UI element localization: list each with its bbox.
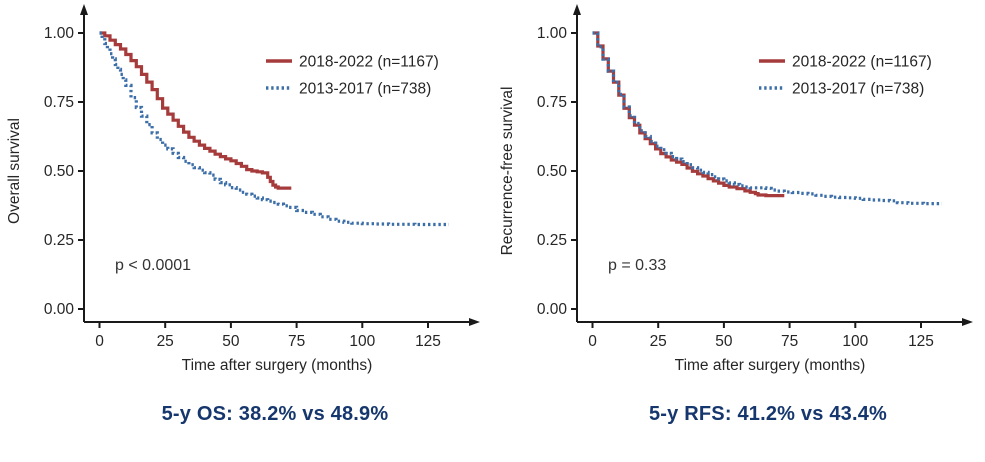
x-axis-label: Time after surgery (months) xyxy=(675,357,866,374)
svg-text:0.50: 0.50 xyxy=(44,163,75,180)
svg-text:1.00: 1.00 xyxy=(537,25,568,42)
legend-label: 2013-2017 (n=738) xyxy=(792,81,924,98)
svg-text:75: 75 xyxy=(288,333,305,350)
svg-text:0.00: 0.00 xyxy=(44,301,75,318)
svg-text:25: 25 xyxy=(157,333,174,350)
km-curve xyxy=(592,31,785,198)
svg-text:0.25: 0.25 xyxy=(537,232,567,249)
svg-text:75: 75 xyxy=(781,333,798,350)
svg-text:0.50: 0.50 xyxy=(537,163,568,180)
svg-text:0.75: 0.75 xyxy=(537,94,567,111)
svg-text:50: 50 xyxy=(222,333,240,350)
recurrence-free-survival-plot: 0.00 0.25 0.50 0.75 1.00 0 25 50 75 100 125 Time af… xyxy=(499,4,973,374)
y-axis-label: Recurrence-free survival xyxy=(499,87,516,256)
svg-text:25: 25 xyxy=(650,333,667,350)
overall-survival-panel: 0.00 0.25 0.50 0.75 1.00 0 25 50 75 100 125 Time af… xyxy=(6,4,480,425)
p-value-label: p = 0.33 xyxy=(608,257,666,274)
p-value-label: p < 0.0001 xyxy=(115,257,191,274)
svg-text:0.75: 0.75 xyxy=(44,94,74,111)
legend-label: 2018-2022 (n=1167) xyxy=(299,54,439,71)
svg-text:1.00: 1.00 xyxy=(44,25,75,42)
svg-text:100: 100 xyxy=(349,333,375,350)
x-axis-label: Time after surgery (months) xyxy=(182,357,373,374)
km-curve xyxy=(99,31,449,227)
legend-label: 2013-2017 (n=738) xyxy=(299,81,431,98)
recurrence-free-survival-panel: 0.00 0.25 0.50 0.75 1.00 0 25 50 75 100 125 Time af… xyxy=(493,0,985,462)
svg-text:125: 125 xyxy=(908,333,934,350)
svg-text:100: 100 xyxy=(842,333,868,350)
svg-text:0.25: 0.25 xyxy=(44,232,74,249)
km-curve xyxy=(99,31,292,190)
rfs-caption: 5-y RFS: 41.2% vs 43.4% xyxy=(648,403,888,425)
svg-text:0: 0 xyxy=(588,333,597,350)
svg-text:50: 50 xyxy=(715,333,733,350)
legend-label: 2018-2022 (n=1167) xyxy=(792,54,932,71)
svg-text:125: 125 xyxy=(415,333,441,350)
svg-text:0.00: 0.00 xyxy=(537,301,568,318)
overall-survival-plot: 0.00 0.25 0.50 0.75 1.00 0 25 50 75 100 125 Time af… xyxy=(6,4,480,374)
y-axis-label: Overall survival xyxy=(6,118,23,224)
svg-text:0: 0 xyxy=(95,333,104,350)
os-caption: 5-y OS: 38.2% vs 48.9% xyxy=(161,403,389,425)
